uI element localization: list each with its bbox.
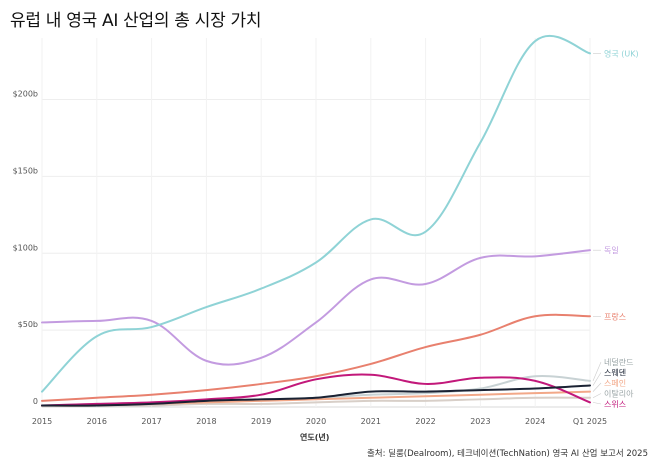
series-label: 스웨덴 xyxy=(604,368,626,378)
label-leader xyxy=(592,372,602,386)
x-tick-label: 2022 xyxy=(415,417,435,426)
x-tick-label: 2020 xyxy=(306,417,326,426)
x-tick-label: 2019 xyxy=(251,417,271,426)
label-leader xyxy=(592,402,602,405)
source-note: 출처: 딜룸(Dealroom), 테크네이션(TechNation) 영국 A… xyxy=(366,449,648,459)
series-label: 네덜란드 xyxy=(604,357,633,367)
x-tick-label: 2024 xyxy=(525,417,545,426)
x-tick-label: 2018 xyxy=(196,417,216,426)
y-tick-label: $200b xyxy=(13,90,38,99)
series-label: 스위스 xyxy=(604,400,626,409)
x-tick-label: 2023 xyxy=(470,417,490,426)
series-line xyxy=(41,396,591,408)
chart-title: 유럽 내 영국 AI 산업의 총 시장 가치 xyxy=(10,11,262,31)
series-line xyxy=(41,313,591,402)
y-axis: 0 $50b $100b $150b $200b xyxy=(13,90,38,407)
grid-lines xyxy=(41,38,591,408)
series-label: 프랑스 xyxy=(604,311,626,321)
y-tick-label: 0 xyxy=(33,397,38,406)
x-tick-label: 2021 xyxy=(361,417,381,426)
x-tick-label: 2017 xyxy=(141,417,161,426)
series-line xyxy=(41,384,591,407)
label-leader xyxy=(592,382,602,392)
series-label: 이탈리아 xyxy=(604,389,634,399)
x-tick-label: 2015 xyxy=(32,417,52,426)
x-tick-label: Q1 2025 xyxy=(573,417,607,426)
series-label: 스페인 xyxy=(604,378,626,388)
label-leader xyxy=(592,361,602,381)
y-tick-label: $50b xyxy=(18,320,38,329)
x-axis: 2015 2016 2017 2018 2019 2020 2021 2022 2023 2024… xyxy=(32,417,607,426)
series-label: 영국 (UK) xyxy=(604,48,639,58)
series-label: 독일 xyxy=(604,246,619,255)
y-tick-label: $150b xyxy=(13,166,38,175)
series-lines xyxy=(41,34,591,408)
series-line xyxy=(41,34,591,393)
y-tick-label: $100b xyxy=(13,243,38,252)
series-line xyxy=(41,373,591,407)
series-line xyxy=(41,249,591,366)
x-axis-label: 연도(년) xyxy=(300,433,330,442)
x-tick-label: 2016 xyxy=(87,417,107,426)
label-leader xyxy=(592,393,602,399)
